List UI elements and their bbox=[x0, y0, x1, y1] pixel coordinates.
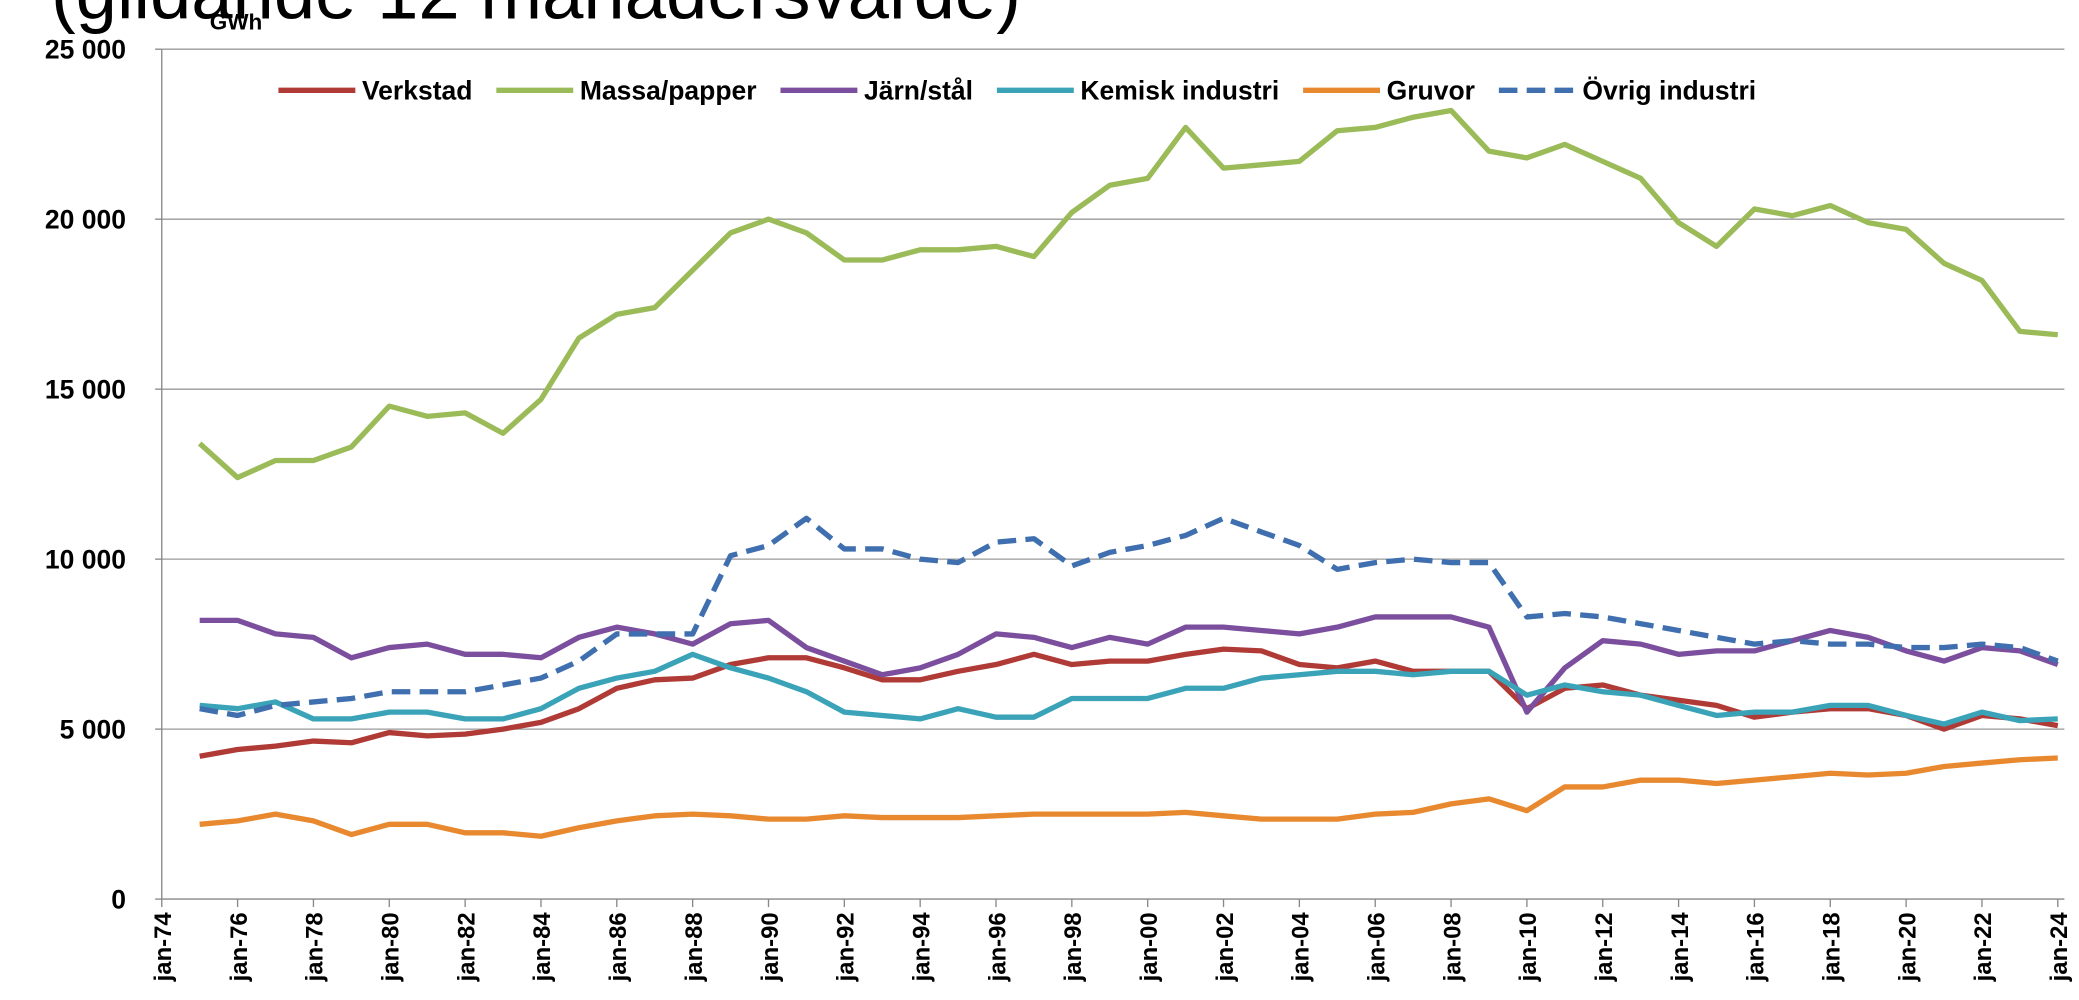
x-tick-label: jan-06 bbox=[1363, 912, 1390, 982]
x-tick-label: jan-82 bbox=[453, 912, 480, 982]
legend-label: Gruvor bbox=[1387, 76, 1475, 106]
series-line bbox=[199, 614, 2059, 715]
x-tick-label: jan-74 bbox=[150, 912, 177, 983]
series-line bbox=[199, 646, 2059, 759]
x-tick-label: jan-88 bbox=[681, 912, 708, 982]
series-line bbox=[199, 651, 2058, 727]
x-tick-label: jan-08 bbox=[1439, 912, 1466, 982]
x-tick-label: jan-16 bbox=[1743, 912, 1770, 982]
x-tick-label: jan-10 bbox=[1515, 912, 1542, 982]
x-tick-label: jan-22 bbox=[1970, 912, 1997, 982]
x-tick-label: jan-92 bbox=[833, 912, 860, 982]
legend-label: Järn/stål bbox=[864, 76, 973, 106]
y-tick-label: 15 000 bbox=[45, 374, 126, 404]
x-tick-label: jan-86 bbox=[605, 912, 632, 982]
x-tick-label: jan-94 bbox=[908, 912, 935, 983]
series-line bbox=[199, 755, 2058, 839]
x-tick-label: jan-04 bbox=[1288, 912, 1315, 983]
x-tick-label: jan-96 bbox=[984, 912, 1011, 982]
x-tick-label: jan-24 bbox=[2046, 912, 2073, 983]
chart-title: (glidande 12 månadersvärde) bbox=[51, 0, 1021, 35]
y-axis-label: GWh bbox=[210, 9, 263, 34]
y-tick-label: 20 000 bbox=[45, 204, 126, 234]
legend-label: Verkstad bbox=[362, 76, 473, 106]
x-tick-label: jan-00 bbox=[1136, 912, 1163, 982]
x-tick-label: jan-98 bbox=[1060, 912, 1087, 982]
x-tick-label: jan-18 bbox=[1819, 912, 1846, 982]
y-tick-label: 10 000 bbox=[45, 544, 126, 574]
x-tick-label: jan-76 bbox=[226, 912, 253, 982]
y-tick-label: 5 000 bbox=[60, 714, 126, 744]
x-tick-label: jan-20 bbox=[1894, 912, 1921, 982]
y-tick-label: 25 000 bbox=[45, 34, 126, 64]
legend-label: Massa/papper bbox=[580, 76, 757, 106]
series-line bbox=[197, 107, 2059, 481]
x-tick-label: jan-14 bbox=[1667, 912, 1694, 983]
legend-label: Kemisk industri bbox=[1080, 76, 1279, 106]
y-tick-label: 0 bbox=[111, 884, 126, 914]
x-tick-label: jan-84 bbox=[529, 912, 556, 983]
x-tick-label: jan-02 bbox=[1212, 912, 1239, 982]
x-tick-label: jan-90 bbox=[757, 912, 784, 982]
x-tick-label: jan-12 bbox=[1591, 912, 1618, 982]
x-tick-label: jan-80 bbox=[378, 912, 405, 982]
legend-label: Övrig industri bbox=[1582, 76, 1756, 106]
series-line bbox=[199, 515, 2059, 719]
x-tick-label: jan-78 bbox=[302, 912, 329, 982]
